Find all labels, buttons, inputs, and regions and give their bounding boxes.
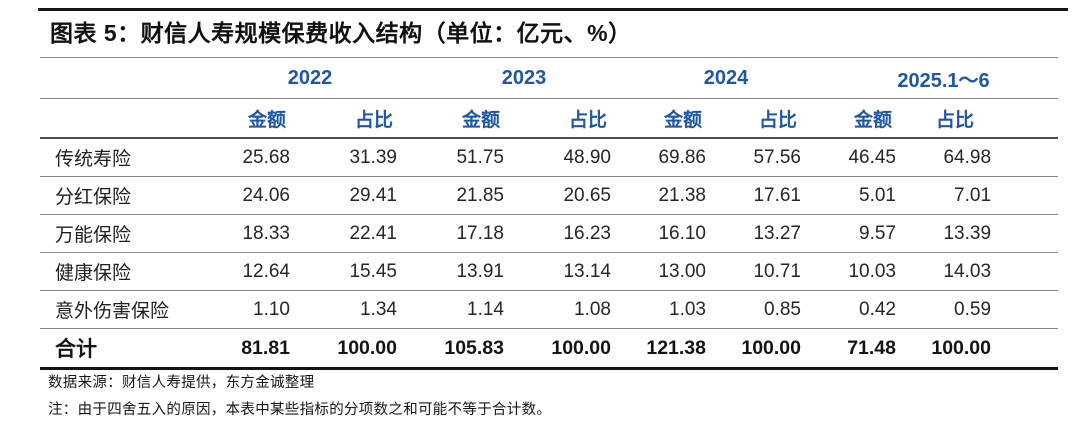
share-header: 占比 <box>302 98 409 139</box>
cell-value: 10.71 <box>718 252 813 291</box>
figure-title: 图表 5：财信人寿规模保费收入结构（单位：亿元、%） <box>50 20 632 46</box>
cell-value: 1.03 <box>623 290 718 329</box>
year-header-2023: 2023 <box>409 57 623 99</box>
footnote-data-source: 数据来源：财信人寿提供，东方金诚整理 <box>48 375 315 391</box>
cell-value: 29.41 <box>302 176 409 215</box>
cell-value: 17.18 <box>409 214 516 253</box>
total-value: 100.00 <box>718 328 813 370</box>
cell-value: 24.06 <box>195 176 302 215</box>
total-value: 100.00 <box>302 328 409 370</box>
cell-value: 69.86 <box>623 138 718 177</box>
amount-header: 金额 <box>409 98 516 139</box>
premium-table-wrap: 2022 2023 2024 2025.1～6 金额 占比 金额 占比 金额 占… <box>40 57 1059 370</box>
share-header: 占比 <box>908 98 1059 139</box>
cell-value: 13.00 <box>623 252 718 291</box>
share-header: 占比 <box>718 98 813 139</box>
corner-blank-cell <box>40 57 195 99</box>
cell-value: 5.01 <box>813 176 908 215</box>
cell-value: 21.85 <box>409 176 516 215</box>
cell-value: 0.42 <box>813 290 908 329</box>
row-label: 健康保险 <box>40 252 195 291</box>
year-header-2025-1-6: 2025.1～6 <box>813 57 1059 99</box>
cell-value: 20.65 <box>516 176 623 215</box>
amount-header: 金额 <box>623 98 718 139</box>
table-row-total: 合计 81.81 100.00 105.83 100.00 121.38 100… <box>40 328 1059 370</box>
cell-value: 13.14 <box>516 252 623 291</box>
cell-value: 17.61 <box>718 176 813 215</box>
cell-value: 1.08 <box>516 290 623 329</box>
cell-value: 12.64 <box>195 252 302 291</box>
table-row-participating: 分红保险 24.06 29.41 21.85 20.65 21.38 17.61… <box>40 176 1059 215</box>
total-value: 71.48 <box>813 328 908 370</box>
total-value: 100.00 <box>908 328 1059 370</box>
premium-income-table: 2022 2023 2024 2025.1～6 金额 占比 金额 占比 金额 占… <box>40 57 1059 370</box>
total-label: 合计 <box>40 328 195 370</box>
cell-value: 13.39 <box>908 214 1059 253</box>
total-value: 81.81 <box>195 328 302 370</box>
corner-blank-cell <box>40 98 195 139</box>
row-label: 意外伤害保险 <box>40 290 195 329</box>
cell-value: 0.59 <box>908 290 1059 329</box>
total-value: 100.00 <box>516 328 623 370</box>
total-value: 105.83 <box>409 328 516 370</box>
cell-value: 10.03 <box>813 252 908 291</box>
cell-value: 48.90 <box>516 138 623 177</box>
year-header-2024: 2024 <box>623 57 813 99</box>
sub-header-row: 金额 占比 金额 占比 金额 占比 金额 占比 <box>40 98 1059 139</box>
cell-value: 7.01 <box>908 176 1059 215</box>
table-row-health: 健康保险 12.64 15.45 13.91 13.14 13.00 10.71… <box>40 252 1059 291</box>
cell-value: 13.27 <box>718 214 813 253</box>
footnote-rounding-note: 注：由于四舍五入的原因，本表中某些指标的分项数之和可能不等于合计数。 <box>48 402 552 418</box>
amount-header: 金额 <box>813 98 908 139</box>
table-row-universal: 万能保险 18.33 22.41 17.18 16.23 16.10 13.27… <box>40 214 1059 253</box>
cell-value: 15.45 <box>302 252 409 291</box>
total-value: 121.38 <box>623 328 718 370</box>
cell-value: 16.23 <box>516 214 623 253</box>
row-label: 万能保险 <box>40 214 195 253</box>
cell-value: 13.91 <box>409 252 516 291</box>
cell-value: 9.57 <box>813 214 908 253</box>
cell-value: 1.10 <box>195 290 302 329</box>
amount-header: 金额 <box>195 98 302 139</box>
cell-value: 1.14 <box>409 290 516 329</box>
cell-value: 64.98 <box>908 138 1059 177</box>
table-row-accident: 意外伤害保险 1.10 1.34 1.14 1.08 1.03 0.85 0.4… <box>40 290 1059 329</box>
cell-value: 57.56 <box>718 138 813 177</box>
row-label: 分红保险 <box>40 176 195 215</box>
cell-value: 25.68 <box>195 138 302 177</box>
cell-value: 0.85 <box>718 290 813 329</box>
year-header-row: 2022 2023 2024 2025.1～6 <box>40 57 1059 99</box>
cell-value: 16.10 <box>623 214 718 253</box>
cell-value: 46.45 <box>813 138 908 177</box>
share-header: 占比 <box>516 98 623 139</box>
cell-value: 31.39 <box>302 138 409 177</box>
year-header-2022: 2022 <box>195 57 409 99</box>
row-label: 传统寿险 <box>40 138 195 177</box>
top-divider-rule <box>38 8 1068 11</box>
cell-value: 18.33 <box>195 214 302 253</box>
cell-value: 14.03 <box>908 252 1059 291</box>
table-row-traditional-life: 传统寿险 25.68 31.39 51.75 48.90 69.86 57.56… <box>40 138 1059 177</box>
cell-value: 21.38 <box>623 176 718 215</box>
cell-value: 1.34 <box>302 290 409 329</box>
cell-value: 22.41 <box>302 214 409 253</box>
cell-value: 51.75 <box>409 138 516 177</box>
